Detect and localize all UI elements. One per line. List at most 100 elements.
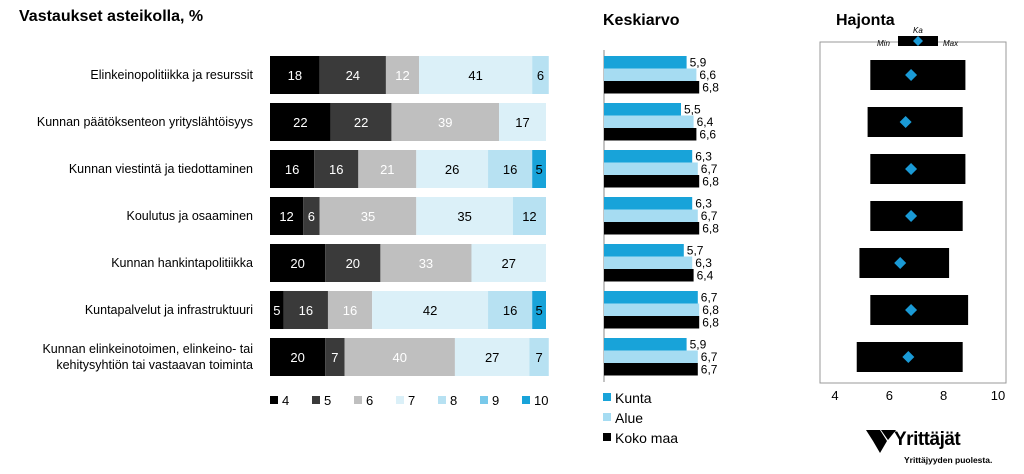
mean-bar-value-label: 6,3 [695, 256, 712, 270]
mean-bar-kunta [604, 56, 687, 69]
mean-legend-swatch [603, 433, 611, 441]
stacked-bar-segment [419, 56, 533, 94]
mean-bar-value-label: 6,8 [702, 81, 719, 95]
mean-bar-koko-maa [604, 316, 700, 329]
mean-legend-swatch [603, 393, 611, 401]
stacked-bar-value-label: 20 [346, 256, 360, 271]
mean-bar-kunta [604, 244, 684, 257]
spread-mean-marker [905, 69, 918, 81]
legend-swatch-10 [522, 396, 530, 404]
mean-bar-value-label: 6,8 [702, 222, 719, 236]
stacked-bar-value-label: 20 [290, 256, 304, 271]
mean-legend-label: Koko maa [615, 430, 678, 446]
stacked-bar-segment [270, 56, 320, 94]
stacked-bar-segment [380, 244, 472, 282]
legend-label-8: 8 [450, 393, 457, 408]
category-label-line: Elinkeinopolitiikka ja resurssit [90, 68, 253, 82]
mean-bar-value-label: 6,8 [702, 303, 719, 317]
mean-legend-swatch [603, 413, 611, 421]
category-label-line: Kunnan elinkeinotoimen, elinkeino- tai [42, 342, 253, 356]
mean-bar-kunta [604, 291, 698, 304]
stacked-bar-value-label: 12 [279, 209, 293, 224]
stacked-bar-value-label: 27 [502, 256, 516, 271]
mean-bar-value-label: 6,6 [699, 68, 716, 82]
stacked-bar-segment [319, 197, 417, 235]
stacked-bar-segment [314, 150, 359, 188]
mean-chart-title: Keskiarvo [603, 12, 680, 29]
mean-bar-value-label: 6,6 [699, 128, 716, 142]
spread-legend-marker [913, 36, 923, 46]
spread-range-bar [870, 154, 966, 184]
mean-bar-value-label: 6,7 [701, 363, 718, 377]
mean-bar-value-label: 5,5 [684, 103, 701, 117]
stacked-bar-value-label: 16 [343, 303, 357, 318]
mean-bar-alue [604, 68, 697, 81]
mean-bar-kunta [604, 103, 681, 116]
category-label-line: kehitysyhtiön tai vastaavan toiminta [56, 358, 253, 372]
legend-label-5: 5 [324, 393, 331, 408]
legend-label-10: 10 [534, 393, 548, 408]
stacked-bar-segment [385, 56, 420, 94]
mean-bar-value-label: 6,3 [695, 197, 712, 211]
spread-x-tick-label: 4 [831, 388, 838, 403]
legend-label-4: 4 [282, 393, 289, 408]
logo-name: Yrittäjät [894, 429, 961, 450]
spread-mean-marker [899, 116, 912, 128]
mean-bar-value-label: 6,3 [695, 150, 712, 164]
spread-mean-marker [905, 163, 918, 175]
stacked-bar-segment [499, 103, 546, 141]
stacked-bar-segment [270, 244, 326, 282]
spread-x-tick-label: 8 [940, 388, 947, 403]
mean-bar-koko-maa [604, 81, 700, 94]
mean-bar-koko-maa [604, 128, 697, 141]
stacked-bar-segment [532, 56, 549, 94]
stacked-bar-segment [270, 103, 331, 141]
stacked-bar-value-label: 27 [485, 350, 499, 365]
mean-bar-alue [604, 350, 698, 363]
legend-swatch-7 [396, 396, 404, 404]
stacked-bar-segment [270, 150, 315, 188]
stacked-bar-segment [529, 338, 549, 376]
mean-bar-value-label: 6,7 [701, 350, 718, 364]
stacked-bar-value-label: 5 [535, 303, 542, 318]
stacked-bar-value-label: 22 [354, 115, 368, 130]
spread-x-tick-label: 10 [991, 388, 1005, 403]
mean-bar-koko-maa [604, 175, 700, 188]
stacked-bar-value-label: 18 [288, 68, 302, 83]
stacked-bar-value-label: 7 [535, 350, 542, 365]
mean-bar-value-label: 6,4 [697, 269, 714, 283]
mean-bar-value-label: 6,7 [701, 162, 718, 176]
spread-mean-marker [905, 210, 918, 222]
stacked-bar-segment [303, 197, 320, 235]
stacked-bar-segment [454, 338, 530, 376]
legend-label-6: 6 [366, 393, 373, 408]
spread-mean-marker [905, 304, 918, 316]
mean-bar-value-label: 5,7 [687, 244, 704, 258]
mean-bar-alue [604, 303, 700, 316]
category-label-line: Kunnan viestintä ja tiedottaminen [68, 162, 253, 176]
stacked-bar-value-label: 40 [392, 350, 406, 365]
category-label: Koulutus ja osaaminen [127, 208, 253, 224]
stacked-bar-segment [416, 150, 489, 188]
stacked-bar-value-label: 16 [329, 162, 343, 177]
mean-bar-value-label: 6,4 [697, 115, 714, 129]
mean-bar-kunta [604, 197, 693, 210]
stacked-bar-segment [391, 103, 500, 141]
stacked-bar-value-label: 16 [285, 162, 299, 177]
stacked-bar-segment [488, 150, 533, 188]
stacked-bar-value-label: 16 [503, 303, 517, 318]
mean-legend-label: Kunta [615, 390, 652, 406]
mean-bar-alue [604, 256, 693, 269]
stacked-bar-segment [416, 197, 513, 235]
stacked-bar-segment [488, 291, 533, 329]
stacked-bar-value-label: 35 [361, 209, 375, 224]
stacked-bar-value-label: 5 [273, 303, 280, 318]
stacked-bar-value-label: 33 [419, 256, 433, 271]
mean-bar-alue [604, 162, 698, 175]
mean-bar-value-label: 6,7 [701, 209, 718, 223]
category-label: Kunnan viestintä ja tiedottaminen [69, 161, 253, 177]
spread-range-bar [870, 295, 969, 325]
category-label-line: Kunnan hankintapolitiikka [111, 256, 253, 270]
stacked-chart-title: Vastaukset asteikolla, % [19, 8, 204, 25]
